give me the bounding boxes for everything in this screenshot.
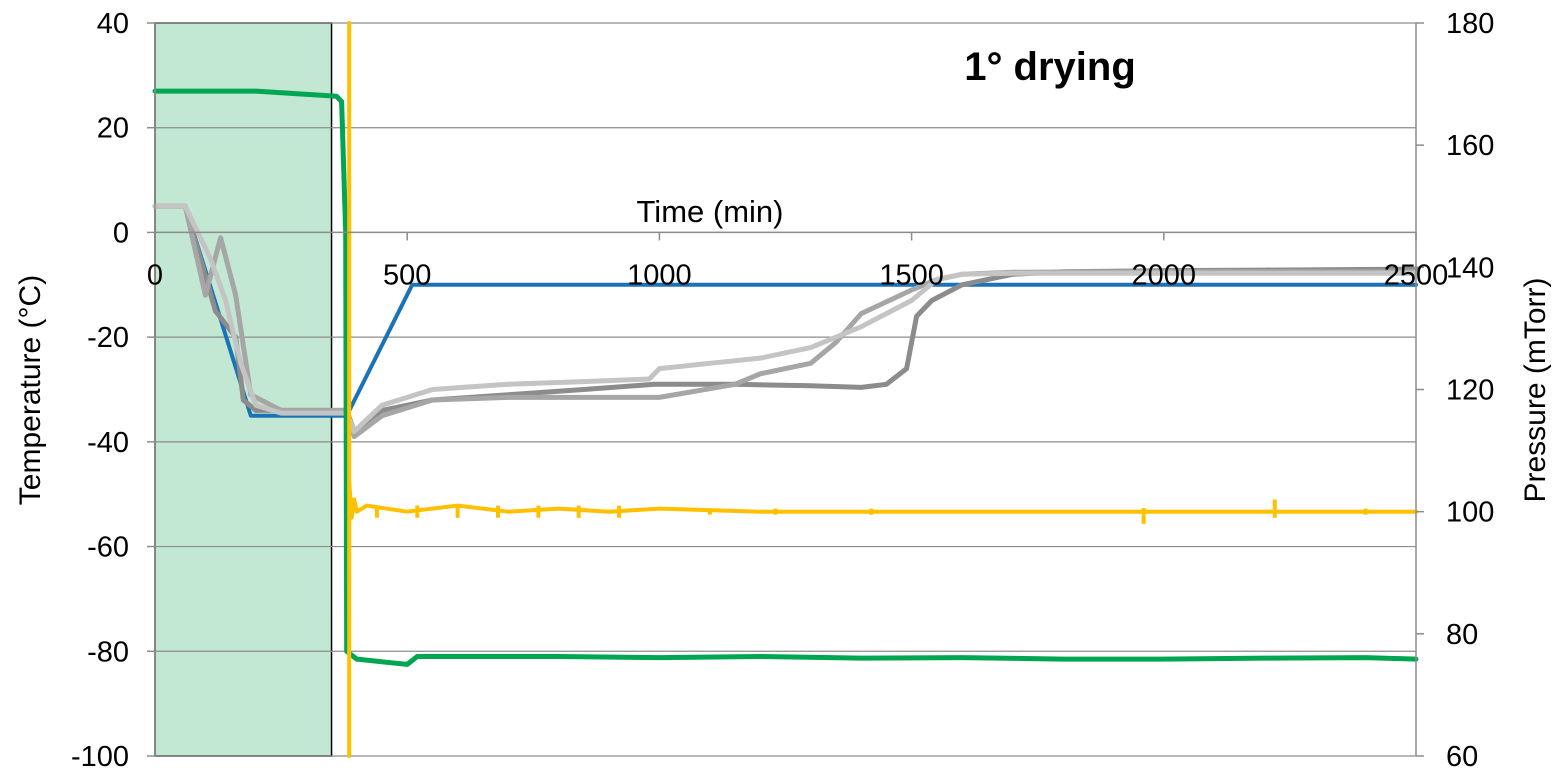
y-right-tick-label: 180 <box>1446 8 1494 40</box>
y-left-tick-label: -80 <box>87 636 129 668</box>
y-right-tick-label: 140 <box>1446 252 1494 284</box>
x-tick-label: 0 <box>147 259 163 291</box>
series-layer <box>152 21 1419 758</box>
x-tick-label: 2500 <box>1384 259 1449 291</box>
y-right-tick-label: 120 <box>1446 375 1494 407</box>
y-left-tick-label: 0 <box>113 217 129 249</box>
y-axis-left-title: Temperature (°C) <box>14 275 47 505</box>
series-pressure <box>347 21 1418 758</box>
y-left-tick-label: 20 <box>97 113 129 145</box>
chart-annotation: 1° drying <box>964 45 1136 89</box>
series-condenser <box>152 88 1419 667</box>
y-left-tick-label: -40 <box>87 427 129 459</box>
x-axis-title: Time (min) <box>637 194 784 229</box>
tick-labels: 0 500 1000 1500 2000 2500 40 20 0 -20 -40 -60 -80 -10… <box>71 8 1494 773</box>
x-tick-label: 2000 <box>1132 259 1197 291</box>
y-left-tick-label: -60 <box>87 532 129 564</box>
y-axis-right-title: Pressure (mTorr) <box>1519 277 1552 502</box>
y-right-tick-label: 60 <box>1446 741 1478 773</box>
x-tick-label: 1000 <box>627 259 692 291</box>
gridlines <box>155 22 1416 757</box>
x-tick-label: 500 <box>383 259 431 291</box>
y-left-tick-label: -20 <box>87 322 129 354</box>
axis-layer <box>147 22 1424 757</box>
series-product_a <box>152 203 1419 434</box>
series-product_c <box>152 203 1419 434</box>
y-right-tick-label: 160 <box>1446 130 1494 162</box>
y-right-tick-label: 80 <box>1446 619 1478 651</box>
y-right-tick-label: 100 <box>1446 497 1494 529</box>
x-tick-label: 1500 <box>879 259 944 291</box>
y-left-tick-label: 40 <box>97 8 129 40</box>
y-left-tick-label: -100 <box>71 741 129 773</box>
